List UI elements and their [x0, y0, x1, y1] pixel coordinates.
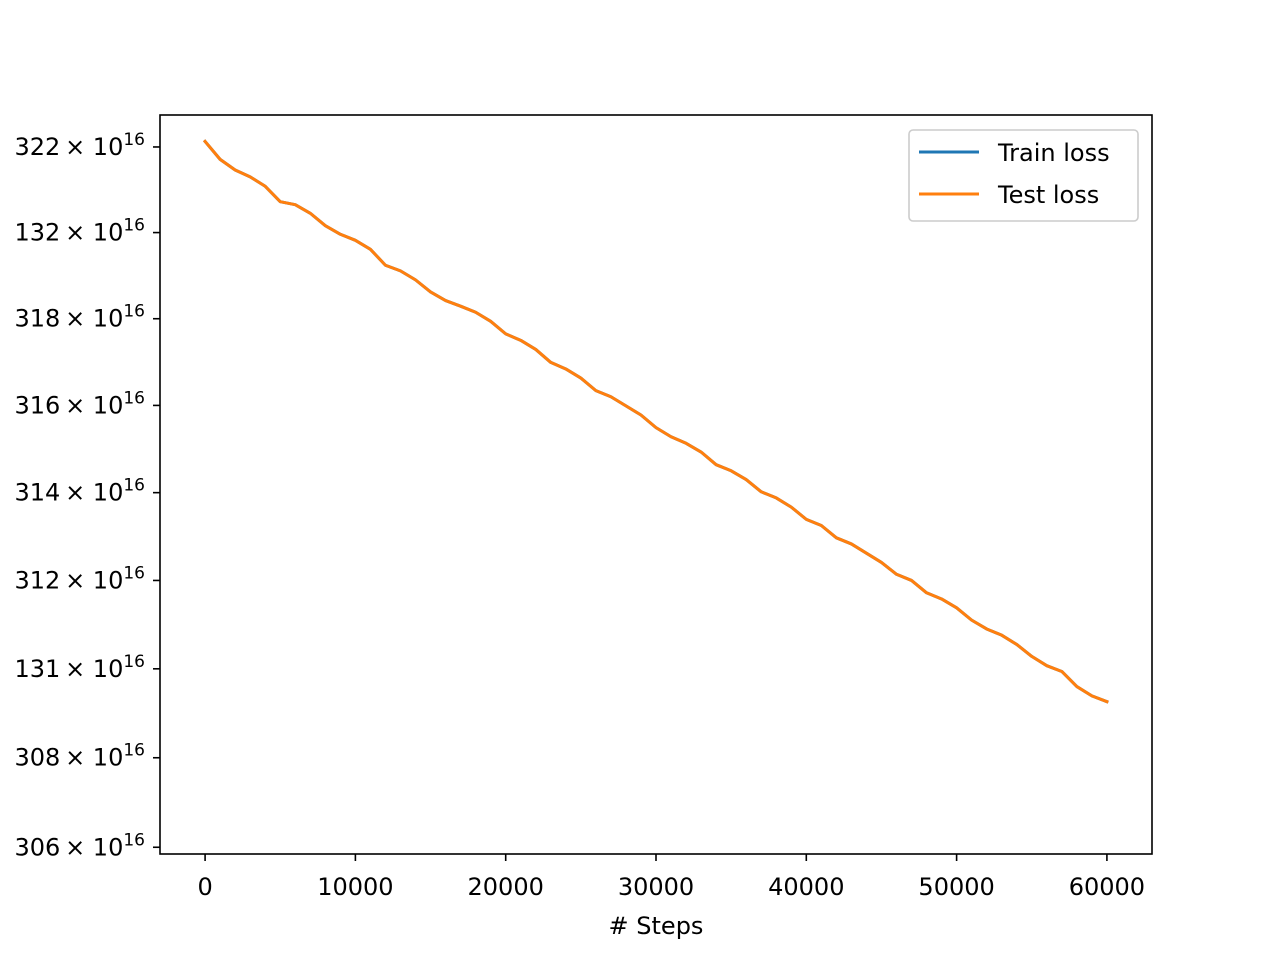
plot-frame — [159, 114, 1153, 855]
legend: Train loss Test loss — [908, 129, 1139, 222]
y-tick-label: 322 × 1016 — [14, 130, 145, 161]
x-tick-label: 20000 — [468, 873, 544, 901]
y-tick-label: 314 × 1016 — [14, 476, 145, 507]
x-tick-label: 10000 — [317, 873, 393, 901]
series-layer — [202, 139, 1109, 704]
series-line-train-loss — [202, 139, 1109, 704]
x-axis: 0 10000 20000 30000 40000 50000 60000 — [197, 854, 1145, 901]
x-tick-label: 60000 — [1069, 873, 1145, 901]
y-tick-label: 131 × 1016 — [14, 652, 145, 683]
y-tick-label: 312 × 1016 — [14, 563, 145, 594]
y-tick-label: 132 × 1016 — [14, 216, 145, 247]
x-axis-label: # Steps — [609, 912, 704, 940]
y-tick-label: 318 × 1016 — [14, 302, 145, 333]
y-tick-label: 308 × 1016 — [14, 741, 145, 772]
y-tick-label: 316 × 1016 — [14, 388, 145, 419]
legend-label-train: Train loss — [997, 139, 1110, 167]
x-tick-label: 50000 — [918, 873, 994, 901]
series-line-test-loss — [202, 139, 1109, 704]
y-tick-label: 306 × 1016 — [14, 830, 145, 861]
x-tick-label: 0 — [197, 873, 212, 901]
x-tick-label: 30000 — [618, 873, 694, 901]
x-tick-label: 40000 — [768, 873, 844, 901]
y-axis: 306 × 1016 308 × 1016 131 × 1016 312 × 1016… — [14, 130, 160, 861]
legend-label-test: Test loss — [997, 181, 1099, 209]
